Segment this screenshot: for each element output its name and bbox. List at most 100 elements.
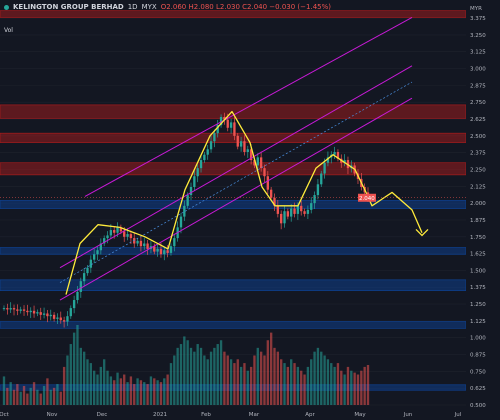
candle — [113, 230, 116, 233]
candle — [343, 160, 346, 163]
volume-bar — [343, 374, 346, 405]
volume-bar — [46, 378, 49, 405]
resistance-zone — [0, 132, 467, 143]
resistance-zone — [0, 10, 467, 18]
candle — [186, 195, 189, 206]
volume-bar — [290, 359, 293, 405]
volume-bar — [243, 363, 246, 405]
volume-bar — [216, 344, 219, 405]
volume-bar — [246, 370, 249, 405]
candle — [280, 213, 283, 224]
candle — [96, 250, 99, 255]
volume-bar — [189, 347, 193, 405]
volume-bar — [59, 391, 62, 405]
candle — [236, 135, 239, 147]
symbol-name[interactable]: KELINGTON GROUP BERHAD — [13, 3, 124, 11]
candle — [243, 141, 246, 152]
candle — [156, 248, 159, 252]
candle — [29, 310, 32, 313]
candle — [196, 168, 199, 177]
volume-bar — [366, 365, 370, 405]
last-price-badge — [358, 193, 376, 202]
candle — [92, 254, 96, 260]
volume-bar — [203, 355, 206, 405]
x-tick-label: Jul — [454, 412, 462, 418]
x-tick-label: Oct — [0, 412, 10, 418]
candle — [189, 186, 193, 196]
volume-bar — [163, 378, 166, 405]
candle — [72, 300, 76, 309]
candle — [313, 195, 316, 204]
candle — [276, 205, 280, 214]
candle — [89, 259, 92, 268]
support-zone — [0, 321, 467, 329]
channel-line — [59, 65, 413, 269]
interval-label[interactable]: 1D — [127, 3, 138, 11]
volume-bar — [350, 370, 353, 405]
candle — [62, 320, 66, 322]
x-tick-label: May — [354, 412, 366, 418]
candle — [32, 310, 36, 314]
candle — [16, 309, 19, 311]
y-tick-label: 3.375 — [470, 16, 486, 22]
candle — [323, 162, 326, 174]
candle — [133, 238, 136, 244]
candle — [249, 149, 253, 161]
volume-bar — [226, 355, 229, 405]
volume-bar — [346, 366, 350, 405]
candle — [109, 230, 113, 236]
volume-bar — [49, 389, 52, 405]
candle — [79, 281, 82, 292]
candle — [126, 234, 129, 237]
candle — [203, 154, 206, 161]
volume-bar — [89, 363, 92, 405]
price-axis[interactable] — [466, 0, 500, 420]
volume-bar — [133, 384, 136, 405]
volume-bar — [293, 363, 296, 405]
volume-bar — [39, 393, 42, 405]
y-tick-label: 1.125 — [470, 319, 486, 325]
candle — [136, 240, 139, 244]
candle — [66, 316, 69, 322]
y-tick-label: 0.875 — [470, 353, 486, 359]
volume-bar — [273, 347, 276, 405]
volume-bar — [136, 378, 139, 405]
volume-bar — [286, 366, 290, 405]
candle — [106, 235, 109, 239]
candle — [226, 119, 229, 128]
volume-bar — [300, 370, 303, 405]
volume-bar — [179, 344, 183, 405]
candle — [143, 243, 146, 247]
support-zone — [0, 247, 467, 255]
candle — [146, 243, 149, 249]
candle — [239, 141, 243, 147]
candle — [36, 312, 39, 314]
candle — [286, 211, 290, 217]
volume-bar — [209, 351, 213, 405]
volume-bar — [62, 366, 66, 405]
candle — [59, 317, 62, 321]
volume-bar — [153, 378, 156, 405]
candle — [246, 149, 249, 152]
volume-bar — [310, 359, 313, 405]
volume-bar — [109, 376, 113, 405]
candle — [123, 231, 126, 237]
volume-bar — [280, 359, 283, 405]
volume-bar — [69, 344, 72, 405]
candle — [163, 250, 166, 255]
y-tick-label: 2.125 — [470, 184, 486, 190]
volume-bar — [99, 366, 103, 405]
volume-bar — [26, 393, 29, 405]
candle — [169, 246, 173, 253]
volume-bar — [126, 382, 129, 405]
volume-bar — [166, 374, 169, 405]
axis-unit-label: MYR — [470, 6, 482, 12]
volume-bar — [72, 332, 76, 405]
volume-bar — [259, 351, 263, 405]
volume-bar — [193, 351, 196, 405]
candle — [82, 273, 86, 282]
y-tick-label: 2.500 — [470, 134, 486, 140]
volume-bar — [176, 347, 179, 405]
y-tick-label: 2.750 — [470, 100, 486, 106]
